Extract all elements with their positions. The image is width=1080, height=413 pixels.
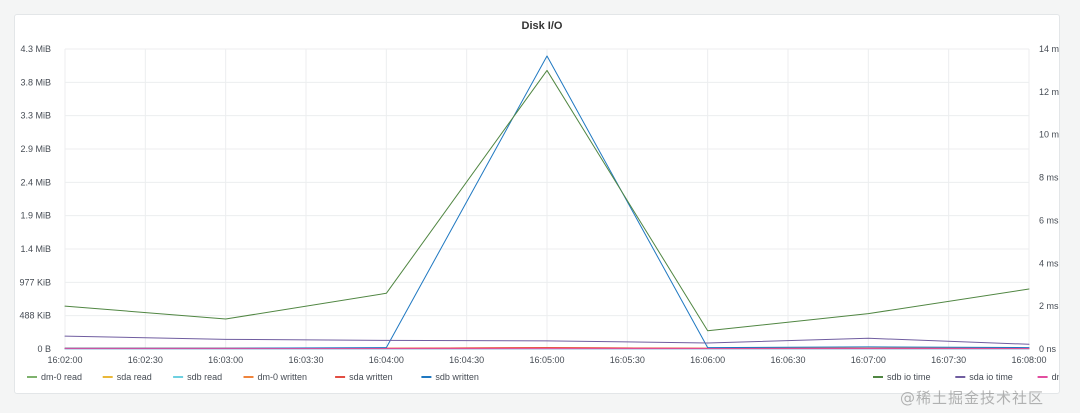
disk-io-panel: Disk I/O 0 B 488 KiB 977 KiB 1.4 MiB 1.9 MiB… bbox=[14, 14, 1060, 394]
right-y-tick-label: 4 ms bbox=[1039, 258, 1059, 268]
chart-title: Disk I/O bbox=[522, 20, 563, 32]
x-tick-label: 16:03:00 bbox=[208, 355, 243, 365]
x-tick-label: 16:08:00 bbox=[1011, 355, 1046, 365]
left-y-tick-label: 3.8 MiB bbox=[20, 77, 51, 87]
x-tick-label: 16:07:00 bbox=[851, 355, 886, 365]
legend: dm-0 read sda read sdb read dm-0 written sda… bbox=[27, 372, 1060, 382]
x-tick-label: 16:04:30 bbox=[449, 355, 484, 365]
series-line-sdb-io-time bbox=[64, 69, 1030, 332]
left-y-tick-label: 2.9 MiB bbox=[20, 144, 51, 154]
x-tick-label: 16:02:00 bbox=[47, 355, 82, 365]
left-y-tick-label: 1.4 MiB bbox=[20, 244, 51, 254]
right-y-tick-label: 0 ns bbox=[1039, 344, 1057, 354]
right-y-tick-label: 8 ms bbox=[1039, 173, 1059, 183]
right-y-tick-label: 14 ms bbox=[1039, 44, 1060, 54]
left-y-tick-label: 3.3 MiB bbox=[20, 111, 51, 121]
legend-label: sda io time bbox=[969, 372, 1013, 382]
x-tick-label: 16:03:30 bbox=[288, 355, 323, 365]
x-axis: 16:02:00 16:02:30 16:03:00 16:03:30 16:04:00… bbox=[47, 355, 1046, 365]
legend-label: sda written bbox=[349, 372, 393, 382]
x-tick-label: 16:05:00 bbox=[529, 355, 564, 365]
left-y-tick-label: 4.3 MiB bbox=[20, 44, 51, 54]
disk-io-chart: Disk I/O 0 B 488 KiB 977 KiB 1.4 MiB 1.9 MiB… bbox=[19, 20, 1060, 382]
left-y-tick-label: 2.4 MiB bbox=[20, 177, 51, 187]
legend-label: sda read bbox=[117, 372, 152, 382]
x-tick-label: 16:06:30 bbox=[770, 355, 805, 365]
grid bbox=[64, 48, 1030, 350]
left-y-tick-label: 977 KiB bbox=[19, 277, 51, 287]
left-y-tick-label: 488 KiB bbox=[19, 311, 51, 321]
legend-label: sdb written bbox=[435, 372, 479, 382]
left-y-axis: 0 B 488 KiB 977 KiB 1.4 MiB 1.9 MiB 2.4 MiB 2.… bbox=[19, 44, 51, 354]
left-y-tick-label: 1.9 MiB bbox=[20, 211, 51, 221]
x-tick-label: 16:06:00 bbox=[690, 355, 725, 365]
legend-label: dm-0 read bbox=[41, 372, 82, 382]
legend-label: sdb read bbox=[187, 372, 222, 382]
right-y-tick-label: 2 ms bbox=[1039, 301, 1059, 311]
left-y-tick-label: 0 B bbox=[37, 344, 51, 354]
series-line-sda-io-time bbox=[64, 335, 1030, 345]
watermark: @稀土掘金技术社区 bbox=[900, 389, 1045, 407]
x-tick-label: 16:02:30 bbox=[128, 355, 163, 365]
right-y-axis: 0 ns 2 ms 4 ms 6 ms 8 ms 10 ms 12 ms 14 ms bbox=[1039, 44, 1060, 354]
right-y-tick-label: 10 ms bbox=[1039, 130, 1060, 140]
right-y-tick-label: 12 ms bbox=[1039, 87, 1060, 97]
x-tick-label: 16:07:30 bbox=[931, 355, 966, 365]
x-tick-label: 16:05:30 bbox=[610, 355, 645, 365]
x-tick-label: 16:04:00 bbox=[369, 355, 404, 365]
legend-label: dm-0 io time bbox=[1052, 372, 1060, 382]
right-y-tick-label: 6 ms bbox=[1039, 215, 1059, 225]
series-lines bbox=[64, 55, 1030, 350]
legend-label: sdb io time bbox=[887, 372, 931, 382]
legend-label: dm-0 written bbox=[258, 372, 308, 382]
